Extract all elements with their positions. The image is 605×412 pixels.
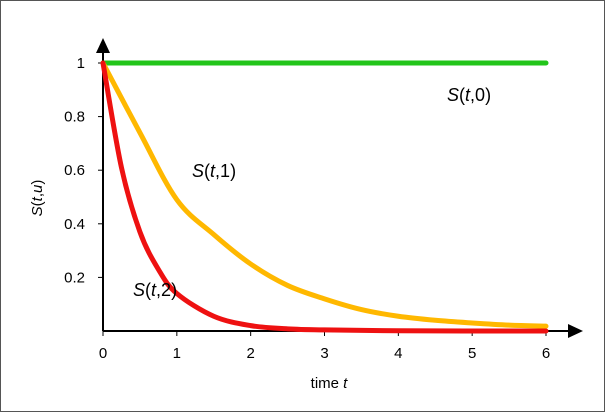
series-line-2	[100, 60, 549, 334]
series-line-1	[100, 60, 549, 329]
x-tick-group: 0 1 2 3 4 5 6	[99, 331, 550, 362]
x-axis-arrow-icon	[568, 324, 583, 338]
y-axis-title: S(t,u)	[29, 180, 46, 217]
x-tick-label: 3	[320, 345, 328, 362]
x-tick-label: 5	[468, 345, 476, 362]
y-tick-label: 0.2	[64, 269, 85, 286]
x-tick-label: 1	[173, 345, 181, 362]
x-tick-label: 0	[99, 345, 107, 362]
y-tick-label: 0.6	[64, 162, 85, 179]
y-tick-group: 0.2 0.4 0.6 0.8 1	[64, 55, 103, 286]
y-tick-label: 1	[77, 55, 85, 72]
x-tick-label: 6	[542, 345, 550, 362]
x-axis-title-var: t	[343, 375, 348, 392]
x-tick-label: 2	[246, 345, 254, 362]
series-label-1: S(t,1)	[192, 161, 236, 181]
y-tick-label: 0.4	[64, 216, 85, 233]
y-tick-label: 0.8	[64, 109, 85, 126]
x-tick-label: 4	[394, 345, 402, 362]
curve-group	[100, 60, 549, 334]
series-label-2: S(t,2)	[133, 280, 177, 300]
curve-label-group: S(t,0) S(t,1) S(t,2)	[133, 85, 491, 300]
x-axis-title-text: time	[311, 375, 339, 392]
y-axis-arrow-icon	[96, 38, 110, 53]
x-axis-title: time t	[311, 375, 349, 392]
series-label-0: S(t,0)	[447, 85, 491, 105]
